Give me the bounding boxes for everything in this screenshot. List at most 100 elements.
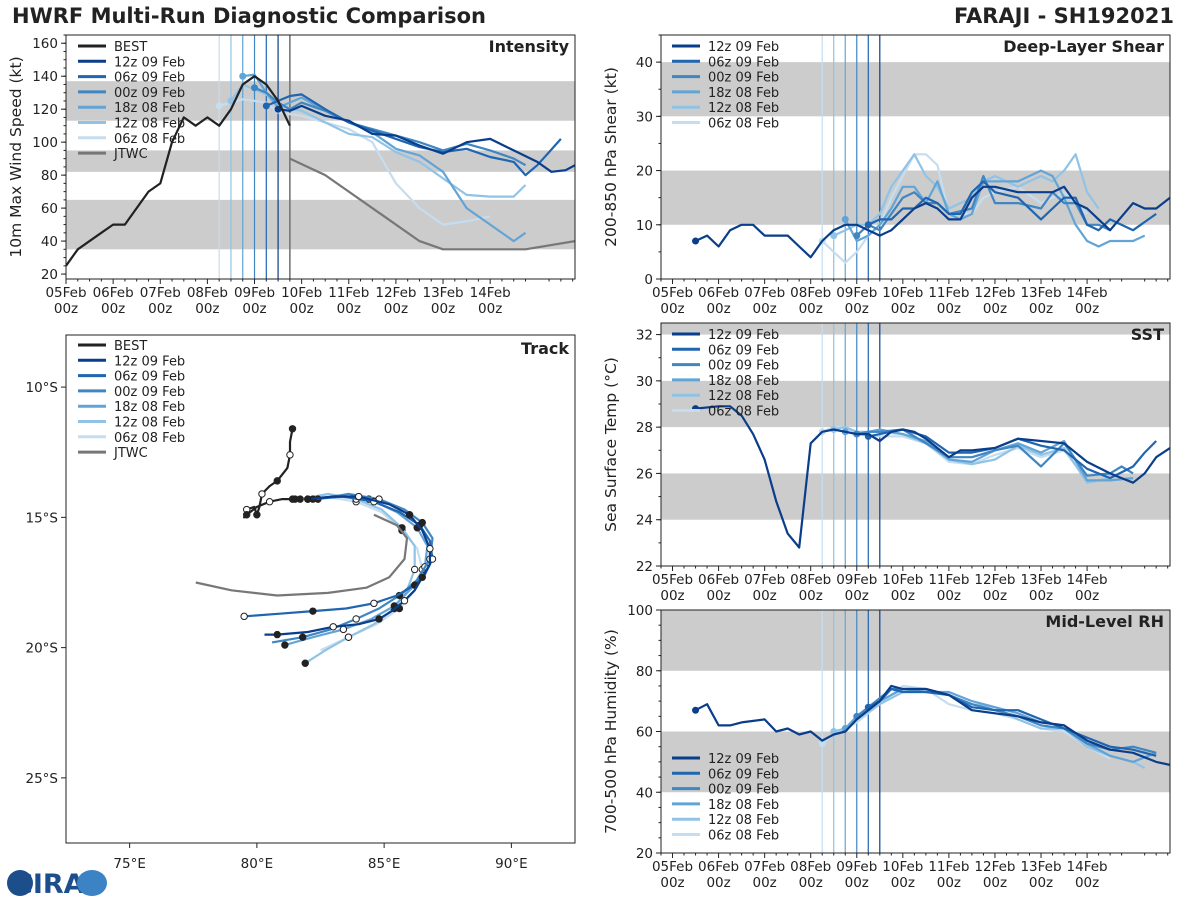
x-tick-label: 12Feb xyxy=(375,285,416,301)
legend-entry: JTWC xyxy=(113,147,148,162)
x-tick-label: 00z xyxy=(937,875,961,891)
x-tick-label: 00z xyxy=(660,588,684,604)
x-tick-label: 10Feb xyxy=(281,285,322,301)
x-tick-label: 06Feb xyxy=(698,572,739,588)
series-line xyxy=(833,690,1146,769)
x-tick-label: 11Feb xyxy=(928,285,969,301)
x-tick-label: 11Feb xyxy=(928,572,969,588)
x-tick-label: 00z xyxy=(1029,588,1053,604)
legend-entry: 18z 08 Feb xyxy=(708,798,779,813)
track-position-marker xyxy=(296,495,304,503)
track-position-marker xyxy=(253,511,261,519)
x-tick-label: 00z xyxy=(337,301,361,317)
legend-entry: 18z 08 Feb xyxy=(708,374,779,389)
plot-frame xyxy=(660,322,1171,567)
x-tick-label: 07Feb xyxy=(744,859,785,875)
track-position-marker xyxy=(400,597,409,605)
y-tick-label: 140 xyxy=(32,69,58,85)
series-init-marker xyxy=(262,102,270,110)
legend-entry: 00z 09 Feb xyxy=(114,86,185,101)
x-tick-label: 00z xyxy=(54,301,78,317)
x-tick-label: 10Feb xyxy=(882,572,923,588)
y-tick-label: 60 xyxy=(636,725,653,741)
x-tick-label: 85°E xyxy=(368,856,400,872)
track-line xyxy=(299,492,416,665)
x-tick-label: 13Feb xyxy=(422,285,463,301)
panel-deep-layer-shear: 01020304005Feb00z06Feb00z07Feb00z08Feb00… xyxy=(602,34,1171,317)
y-tick-label: 20 xyxy=(636,164,653,180)
x-tick-label: 00z xyxy=(1075,301,1099,317)
x-tick-label: 00z xyxy=(937,588,961,604)
series-init-marker xyxy=(692,706,700,714)
track-position-marker xyxy=(273,630,281,639)
x-tick-label: 00z xyxy=(799,588,823,604)
series-line xyxy=(695,185,1170,259)
x-tick-label: 00z xyxy=(290,301,314,317)
series-group xyxy=(692,684,1170,769)
y-axis-label: Sea Surface Temp (°C) xyxy=(602,357,620,532)
x-tick-label: 06Feb xyxy=(93,285,134,301)
panel-sst: 22242628303205Feb00z06Feb00z07Feb00z08Fe… xyxy=(602,322,1171,604)
track-position-marker xyxy=(301,659,309,667)
legend-entry: 06z 08 Feb xyxy=(708,117,779,132)
series-line xyxy=(867,687,1157,757)
shaded-band xyxy=(661,610,1170,671)
x-tick-label: 75°E xyxy=(113,856,145,872)
panel-title: Deep-Layer Shear xyxy=(1003,37,1164,56)
cira-logo: CIRA xyxy=(4,866,114,904)
track-position-marker xyxy=(309,607,317,615)
series-line xyxy=(66,75,291,267)
shaded-band xyxy=(661,323,1170,335)
shaded-band xyxy=(661,170,1170,225)
plot-frame xyxy=(660,34,1171,280)
series-init-marker xyxy=(274,105,282,113)
x-tick-label: 00z xyxy=(845,588,869,604)
x-tick-label: 00z xyxy=(195,301,219,317)
y-axis-label: 700-500 hPa Humidity (%) xyxy=(602,629,620,834)
x-tick-label: 00z xyxy=(799,875,823,891)
legend-entry: JTWC xyxy=(113,446,148,461)
x-tick-label: 00z xyxy=(660,301,684,317)
series-init-marker xyxy=(227,97,235,105)
panel-title: Track xyxy=(521,339,569,358)
x-tick-label: 00z xyxy=(706,588,730,604)
x-tick-label: 00z xyxy=(983,875,1007,891)
x-tick-label: 00z xyxy=(101,301,125,317)
track-position-marker xyxy=(405,511,414,519)
track-line xyxy=(284,495,429,647)
track-position-marker xyxy=(240,612,248,621)
y-tick-label: 80 xyxy=(636,664,653,680)
series-group xyxy=(692,153,1170,264)
x-tick-label: 00z xyxy=(891,301,915,317)
y-tick-label: 26 xyxy=(636,466,653,482)
x-tick-label: 00z xyxy=(845,301,869,317)
panel-title: Intensity xyxy=(489,37,570,56)
track-position-marker xyxy=(286,451,294,459)
legend-entry: 12z 09 Feb xyxy=(114,55,185,70)
x-tick-label: 05Feb xyxy=(45,285,86,301)
figure-title: HWRF Multi-Run Diagnostic Comparison xyxy=(12,4,487,28)
plot-frame xyxy=(65,34,576,280)
x-tick-label: 00z xyxy=(753,875,777,891)
legend-entry: 06z 08 Feb xyxy=(708,829,779,844)
plot-frame xyxy=(65,334,576,844)
y-tick-label: 40 xyxy=(41,234,58,250)
x-tick-label: 09Feb xyxy=(234,285,275,301)
series-line xyxy=(230,83,527,198)
track-position-marker xyxy=(329,623,337,631)
legend-entry: 06z 08 Feb xyxy=(114,132,185,147)
y-tick-label: 15°S xyxy=(26,510,59,526)
y-tick-label: 20 xyxy=(636,846,653,862)
track-position-marker xyxy=(281,641,289,649)
legend-entry: 00z 09 Feb xyxy=(708,359,779,374)
shaded-band xyxy=(661,380,1170,428)
x-tick-label: 00z xyxy=(706,301,730,317)
x-tick-label: 00z xyxy=(660,875,684,891)
legend-entry: 12z 08 Feb xyxy=(708,101,779,116)
x-tick-label: 00z xyxy=(753,588,777,604)
track-position-marker xyxy=(418,573,426,581)
y-tick-label: 28 xyxy=(636,420,653,436)
